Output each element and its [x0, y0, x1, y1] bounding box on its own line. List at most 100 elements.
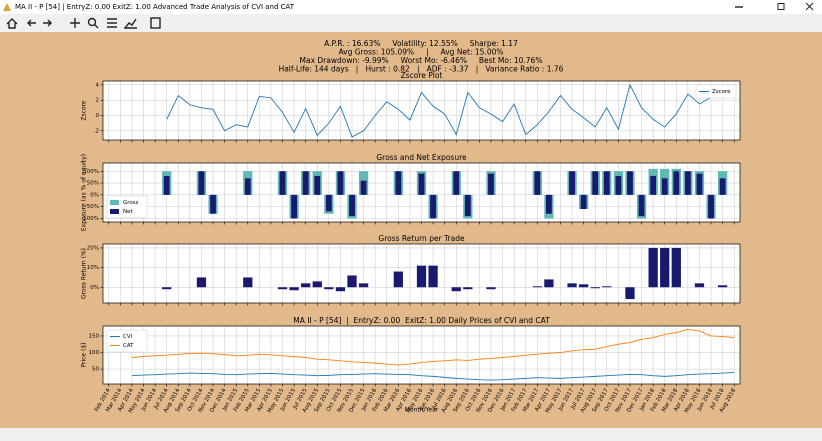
bar: [590, 287, 600, 289]
series-line: [131, 371, 735, 381]
bar: [453, 171, 460, 195]
bar: [335, 287, 346, 292]
bar: [430, 194, 436, 219]
chart-title: Zscore Plot: [401, 71, 443, 80]
toolbar: [0, 14, 822, 32]
bar: [660, 247, 670, 288]
configure-button[interactable]: [107, 18, 117, 28]
window-title: MA II - P [54] | EntryZ: 0.00 ExitZ: 1.0…: [15, 3, 295, 11]
forward-button[interactable]: [43, 19, 52, 27]
bar: [719, 178, 726, 195]
y-tick-label: 10%: [87, 265, 99, 271]
back-button[interactable]: [27, 19, 36, 27]
y-tick-label: 50: [92, 367, 99, 373]
plot-frame: [102, 325, 741, 385]
bar: [358, 283, 369, 288]
bar: [418, 173, 425, 195]
title-bar: [0, 0, 822, 14]
legend-label: Net: [123, 209, 133, 215]
save-button[interactable]: [150, 17, 161, 29]
bar: [393, 271, 403, 288]
bar: [534, 171, 541, 195]
bar: [627, 171, 633, 195]
chart-title: MA II - P [54] | EntryZ: 0.00 ExitZ: 1.0…: [293, 316, 550, 325]
bar: [277, 287, 288, 290]
bar: [567, 283, 577, 288]
axes-button[interactable]: [124, 18, 137, 29]
y-tick-label: 100: [89, 350, 100, 356]
legend-swatch: [110, 209, 119, 214]
window-controls[interactable]: [735, 2, 814, 11]
y-tick-label: 150: [89, 333, 100, 339]
bar: [395, 171, 402, 195]
bar: [301, 283, 311, 288]
bar: [661, 178, 668, 195]
bar: [638, 194, 645, 217]
bar: [451, 287, 461, 292]
bar: [648, 247, 658, 288]
legend-box: [106, 329, 148, 353]
legend-label: Gross: [123, 200, 139, 206]
bar: [694, 283, 705, 288]
series-line: [166, 83, 712, 138]
x-axis-label: Month/Year: [405, 407, 439, 414]
bar: [347, 275, 357, 288]
home-button[interactable]: [6, 18, 18, 29]
bar: [708, 194, 714, 219]
zoom-button[interactable]: [87, 17, 97, 27]
y-axis-label: Zscore: [81, 100, 88, 121]
stats-line: A.P.R. : 16.63% Volatility: 12.55% Sharp…: [324, 39, 518, 48]
app-icon: [3, 3, 11, 11]
y-tick-label: -100%: [81, 216, 99, 222]
bar: [592, 171, 599, 195]
chart-title: Gross Return per Trade: [378, 234, 465, 243]
bar: [569, 171, 575, 195]
legend-box: [695, 84, 737, 99]
bar: [243, 277, 253, 288]
maximize[interactable]: [777, 3, 785, 10]
plot-marks: [162, 247, 728, 300]
stats-line: Max Drawdown: -9.99% Worst Mo: -6.46% Be…: [300, 56, 543, 65]
bar: [603, 171, 610, 195]
bar: [279, 171, 286, 195]
bar: [162, 287, 172, 290]
series-line: [131, 328, 735, 366]
y-axis-label: Exposure (as % of equity): [81, 154, 88, 231]
plot-marks: [162, 168, 728, 219]
y-tick-label: 2: [96, 98, 100, 104]
stats-line: Avg Gross: 105.09% | Avg Net: 15.00%: [338, 48, 503, 57]
legend-label: CVI: [123, 334, 133, 340]
bar: [198, 171, 205, 195]
bar: [302, 171, 309, 195]
bar: [602, 286, 612, 288]
y-tick-label: 4: [96, 82, 100, 88]
bar: [291, 194, 297, 219]
y-tick-label: 100%: [83, 169, 99, 175]
bar: [671, 247, 681, 288]
bar: [615, 175, 622, 195]
bar: [314, 175, 321, 195]
y-tick-label: 20%: [87, 245, 99, 251]
legend-swatch: [110, 200, 119, 205]
bar: [312, 281, 322, 288]
bar: [464, 194, 471, 217]
bar: [532, 286, 542, 288]
toolbar-icons: [6, 17, 161, 29]
bar: [428, 265, 438, 288]
plot-frame: [102, 162, 741, 223]
bar: [684, 171, 691, 195]
pan-button[interactable]: [70, 18, 80, 28]
y-tick-label: -2: [94, 128, 99, 134]
plot-marks: [131, 328, 735, 381]
plot-frame: [102, 80, 741, 141]
bar: [544, 279, 554, 288]
y-tick-label: -50%: [85, 204, 99, 210]
bar: [349, 194, 355, 217]
y-tick-label: 0: [96, 113, 100, 119]
chart-title: Gross and Net Exposure: [376, 153, 467, 162]
legend-label: Zscore: [712, 89, 731, 95]
bar: [360, 180, 367, 195]
bar: [580, 194, 587, 210]
close[interactable]: [805, 2, 814, 11]
zoom-handle: [94, 24, 99, 29]
